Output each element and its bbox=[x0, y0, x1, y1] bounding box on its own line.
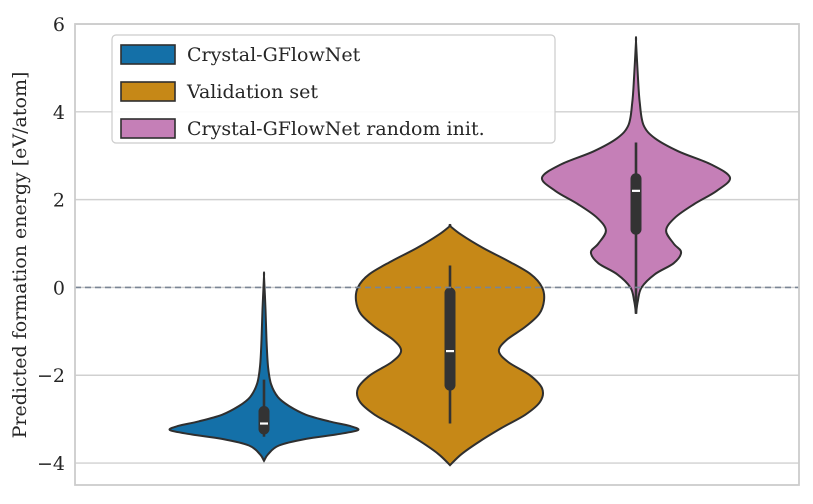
violin-iqr-box bbox=[258, 405, 270, 435]
legend-label: Crystal-GFlowNet bbox=[187, 44, 361, 66]
y-tick-label: 4 bbox=[53, 102, 65, 124]
y-tick-label: 6 bbox=[53, 14, 65, 36]
legend-swatch bbox=[120, 81, 176, 102]
y-tick-label: −4 bbox=[37, 453, 65, 475]
y-tick-label: 0 bbox=[53, 277, 65, 299]
y-axis: −4 −2 0 2 4 6 bbox=[37, 14, 65, 475]
violin-body bbox=[168, 271, 360, 463]
violin-iqr-box bbox=[630, 173, 642, 235]
legend-label: Validation set bbox=[186, 81, 318, 103]
legend: Crystal-GFlowNet Validation set Crystal-GF… bbox=[111, 34, 556, 144]
violin-iqr-box bbox=[444, 287, 456, 391]
legend-label: Crystal-GFlowNet random init. bbox=[187, 118, 485, 140]
frame-layer bbox=[74, 23, 800, 486]
violin-1 bbox=[168, 271, 360, 463]
legend-swatch bbox=[120, 118, 176, 139]
legend-swatch bbox=[120, 44, 176, 65]
violin-2 bbox=[354, 223, 546, 467]
y-tick-label: −2 bbox=[37, 365, 65, 387]
y-axis-label: Predicted formation energy [eV/atom] bbox=[9, 72, 31, 439]
plot-frame bbox=[74, 23, 800, 486]
y-tick-label: 2 bbox=[53, 190, 65, 212]
violin-3 bbox=[540, 36, 732, 314]
violin-layer bbox=[75, 36, 799, 467]
legend-box bbox=[111, 34, 556, 144]
